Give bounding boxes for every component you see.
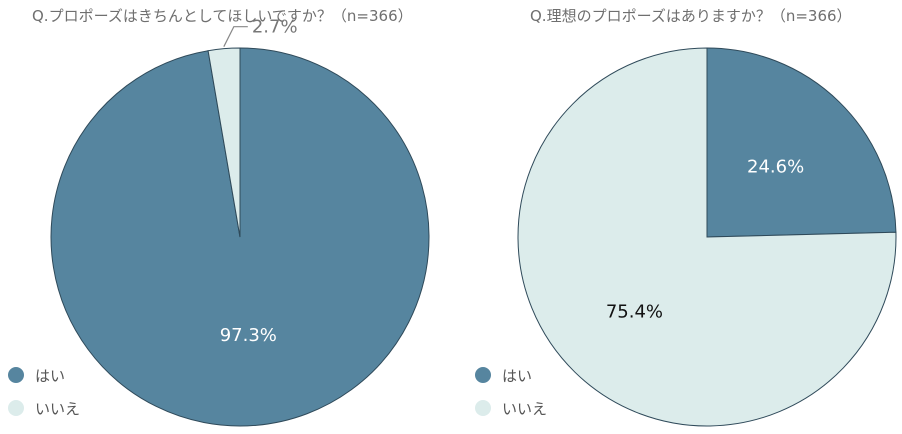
pie-slices — [517, 47, 897, 427]
legend-item: いいえ — [475, 400, 547, 418]
slice-value-label: 97.3% — [220, 325, 277, 346]
pie-chart-ideal-proposal: Q.理想のプロポーズはありますか？（n=366） 24.6% 75.4% はい い… — [475, 7, 897, 427]
slice-value-label: 2.7% — [252, 17, 298, 38]
legend-swatch — [475, 367, 491, 383]
legend-item: はい — [8, 367, 65, 385]
legend-item: はい — [475, 367, 532, 385]
legend-label: はい — [502, 367, 532, 385]
pie-slice — [207, 47, 241, 238]
legend-label: いいえ — [35, 400, 80, 418]
slice-labels: 97.3% 2.7% — [220, 17, 298, 346]
chart-title: Q.プロポーズはきちんとしてほしいですか？（n=366） — [32, 7, 413, 25]
legend-label: いいえ — [502, 400, 547, 418]
legend-swatch — [475, 400, 491, 416]
slice-value-label: 75.4% — [606, 301, 663, 322]
legend: はい いいえ — [475, 367, 547, 418]
pie-chart-proposal-properly: Q.プロポーズはきちんとしてほしいですか？（n=366） 97.3% 2.7% は… — [8, 7, 430, 427]
legend-label: はい — [35, 367, 65, 385]
legend-item: いいえ — [8, 400, 80, 418]
leader-line — [223, 26, 248, 47]
chart-title: Q.理想のプロポーズはありますか？（n=366） — [530, 7, 852, 25]
pie-slices — [50, 47, 430, 427]
slice-labels: 24.6% 75.4% — [606, 157, 804, 323]
legend-swatch — [8, 367, 24, 383]
pie-slice — [517, 47, 897, 427]
pie-slice — [706, 47, 897, 238]
legend-swatch — [8, 400, 24, 416]
slice-value-label: 24.6% — [747, 157, 804, 178]
legend: はい いいえ — [8, 367, 80, 418]
